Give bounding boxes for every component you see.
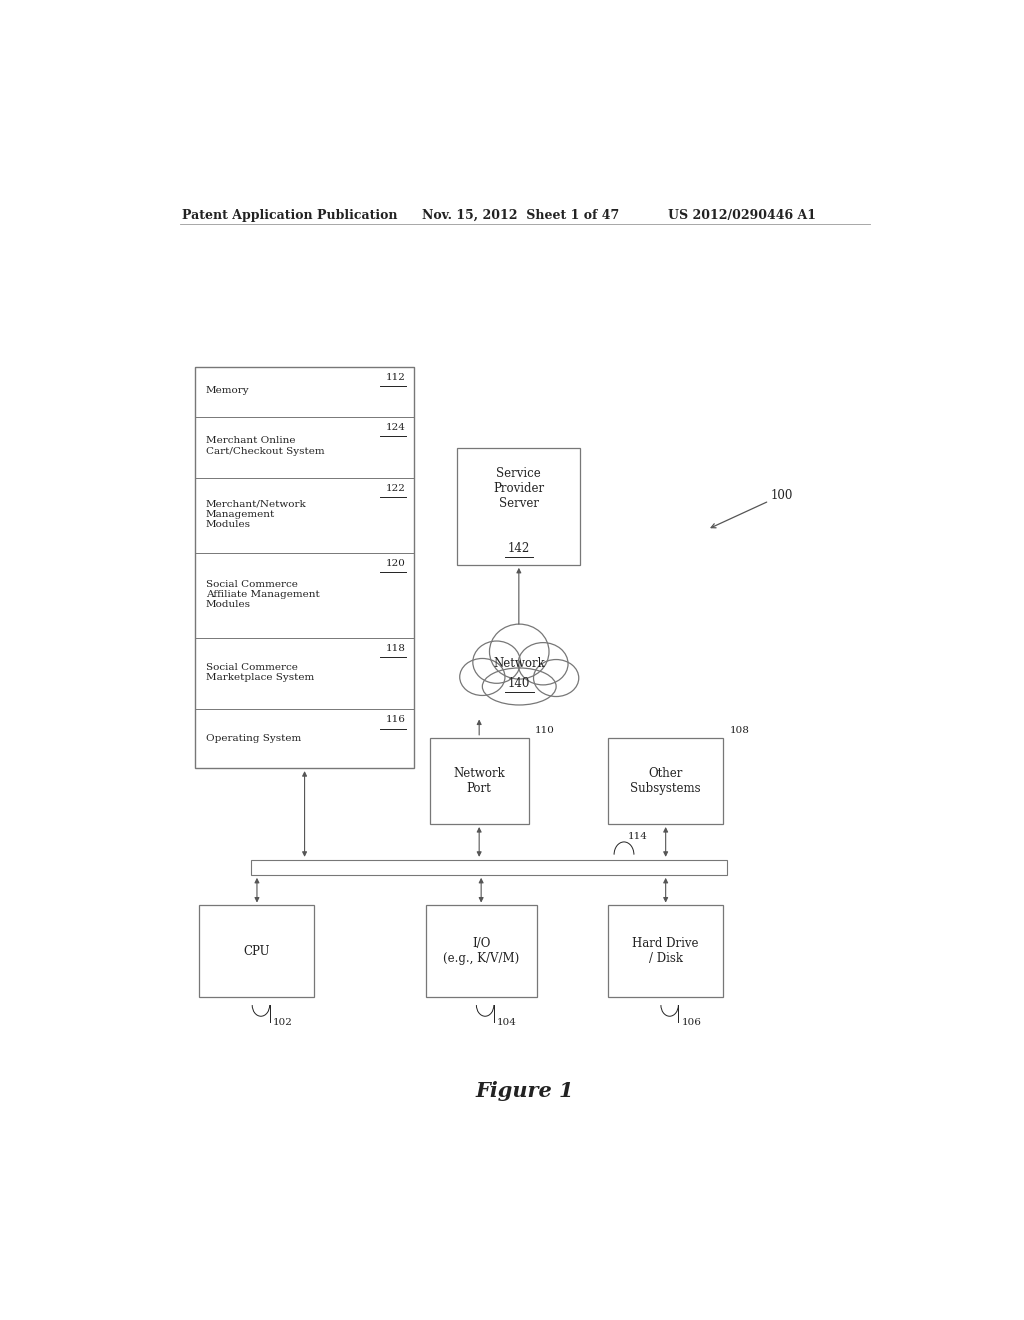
Text: Other
Subsystems: Other Subsystems — [631, 767, 701, 795]
Text: 116: 116 — [386, 715, 406, 725]
Text: US 2012/0290446 A1: US 2012/0290446 A1 — [668, 209, 816, 222]
Ellipse shape — [473, 642, 520, 684]
Text: Nov. 15, 2012  Sheet 1 of 47: Nov. 15, 2012 Sheet 1 of 47 — [422, 209, 618, 222]
Text: Hard Drive
/ Disk: Hard Drive / Disk — [633, 937, 699, 965]
Text: CPU: CPU — [244, 945, 270, 958]
Text: Patent Application Publication: Patent Application Publication — [182, 209, 397, 222]
Text: 118: 118 — [386, 644, 406, 653]
Text: 142: 142 — [508, 543, 530, 556]
Bar — [251, 859, 727, 875]
Text: 110: 110 — [536, 726, 555, 735]
Text: Memory: Memory — [206, 387, 250, 395]
Text: Network: Network — [494, 657, 545, 671]
Text: Social Commerce
Marketplace System: Social Commerce Marketplace System — [206, 663, 314, 682]
Text: 124: 124 — [386, 422, 406, 432]
Text: 108: 108 — [729, 726, 750, 735]
Text: 102: 102 — [272, 1018, 293, 1027]
Ellipse shape — [460, 659, 505, 696]
Text: Network
Port: Network Port — [454, 767, 505, 795]
Bar — [608, 906, 723, 997]
Text: 114: 114 — [628, 833, 648, 841]
Text: 106: 106 — [682, 1018, 701, 1027]
Ellipse shape — [534, 660, 579, 697]
Text: Merchant Online
Cart/Checkout System: Merchant Online Cart/Checkout System — [206, 437, 325, 455]
Text: 104: 104 — [497, 1018, 517, 1027]
Ellipse shape — [518, 643, 568, 685]
Text: 120: 120 — [386, 558, 406, 568]
Text: Operating System: Operating System — [206, 734, 301, 743]
Bar — [196, 367, 414, 768]
Ellipse shape — [489, 624, 549, 678]
Bar — [426, 906, 537, 997]
Text: I/O
(e.g., K/V/M): I/O (e.g., K/V/M) — [443, 937, 519, 965]
Text: Figure 1: Figure 1 — [475, 1081, 574, 1101]
Text: 112: 112 — [386, 372, 406, 381]
Bar — [458, 447, 581, 565]
Text: 122: 122 — [386, 483, 406, 492]
Text: Merchant/Network
Management
Modules: Merchant/Network Management Modules — [206, 499, 306, 529]
Text: 140: 140 — [508, 677, 530, 690]
Text: 100: 100 — [771, 490, 794, 503]
Text: Service
Provider
Server: Service Provider Server — [494, 467, 545, 510]
Ellipse shape — [482, 668, 556, 705]
Text: Social Commerce
Affiliate Management
Modules: Social Commerce Affiliate Management Mod… — [206, 579, 319, 610]
Bar — [200, 906, 314, 997]
Bar — [608, 738, 723, 824]
Bar — [430, 738, 528, 824]
